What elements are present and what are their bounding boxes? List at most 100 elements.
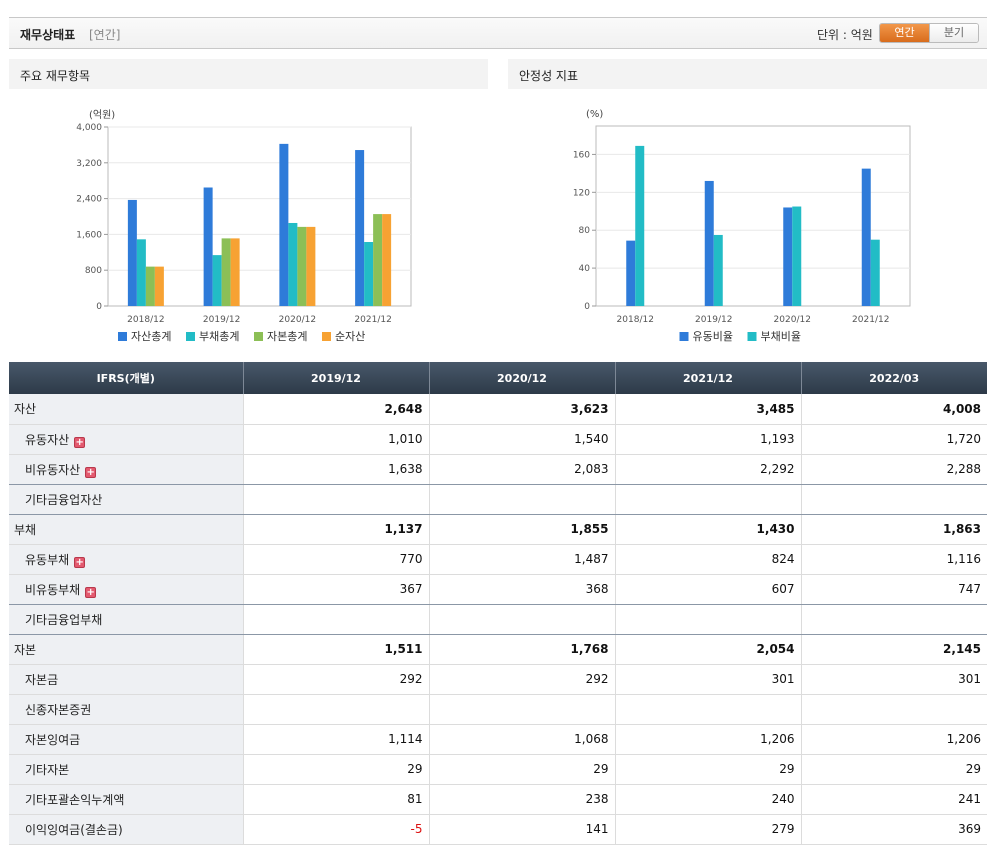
value-cell: 2,292	[614, 454, 801, 485]
value-cell: 141	[428, 814, 615, 845]
legend-swatch	[747, 332, 757, 341]
major-items-chart: 0 800 1,600 2,400 3,200 4,000 (억원) 2018/12 2019/…	[76, 109, 412, 343]
value-cell: 1,010	[242, 424, 429, 455]
plot-area	[595, 125, 911, 307]
value-cell: 1,540	[428, 424, 615, 455]
bar	[635, 145, 645, 306]
value-cell: 1,511	[242, 634, 429, 665]
row-label: 비유동자산	[25, 462, 81, 477]
annual-tab[interactable]: 연간	[880, 24, 929, 42]
value-cell: 2,083	[428, 454, 615, 485]
value-cell: 29	[428, 754, 615, 785]
bar	[136, 239, 146, 306]
value-cell	[614, 694, 801, 725]
value-cell: 241	[800, 784, 987, 815]
y-tick-label: 2,400	[76, 195, 102, 205]
row-label: 유동자산	[25, 432, 70, 447]
table-row: 비유동자산 +1,638 2,083 2,292 2,288	[9, 454, 987, 485]
value-cell: -5	[242, 814, 429, 845]
x-tick-label: 2020/12	[774, 315, 811, 325]
stability-chart: 0 40 80 120 160 (%) 2018/12 2019/12 2020/12 2021/…	[573, 109, 911, 343]
value-cell: 1,137	[242, 514, 429, 545]
bar	[382, 214, 392, 306]
legend-label: 부채비율	[761, 330, 801, 343]
column-header: 2021/12	[614, 362, 801, 394]
row-label: 자본금	[25, 672, 59, 687]
column-header: 2019/12	[242, 362, 429, 394]
expand-plus-icon[interactable]: +	[74, 436, 86, 448]
value-cell: 29	[614, 754, 801, 785]
value-cell: 824	[614, 544, 801, 575]
x-tick-label: 2021/12	[852, 315, 889, 325]
legend-label: 자산총계	[131, 330, 171, 343]
y-tick-label: 120	[573, 188, 590, 198]
period-toggle: 연간 분기	[879, 23, 979, 43]
table-header-row: IFRS(개별) 2019/12 2020/12 2021/12 2022/03	[9, 362, 987, 394]
y-tick-label: 0	[584, 302, 590, 312]
row-label-cell: 비유동자산 +	[9, 454, 243, 485]
quarter-tab[interactable]: 분기	[929, 24, 978, 42]
y-tick-label: 800	[85, 266, 102, 276]
column-header: 2022/03	[800, 362, 987, 394]
legend-label: 자본총계	[267, 330, 307, 343]
value-cell: 1,855	[428, 514, 615, 545]
legend-label: 순자산	[335, 330, 365, 343]
legend-label: 부채총계	[199, 330, 239, 343]
bar	[212, 255, 222, 306]
expand-plus-icon[interactable]: +	[85, 586, 97, 598]
table-row: 유동부채 +770 1,487 824 1,116	[9, 544, 987, 575]
value-cell: 1,114	[242, 724, 429, 755]
row-label: 비유동부채	[25, 582, 81, 597]
value-cell: 301	[800, 664, 987, 695]
value-cell: 1,487	[428, 544, 615, 575]
statement-header: 재무상태표 [연간] 단위 : 억원 연간 분기	[9, 17, 987, 49]
value-cell: 2,648	[242, 394, 429, 425]
value-cell: 3,485	[614, 394, 801, 425]
row-label: 자산	[14, 402, 37, 417]
value-cell: 1,193	[614, 424, 801, 455]
bar	[870, 239, 880, 306]
row-label-cell: 기타금융업자산	[9, 484, 243, 515]
chart-title: 주요 재무항목	[9, 59, 488, 89]
y-tick-label: 3,200	[76, 159, 102, 169]
table-row: 유동자산 +1,010 1,540 1,193 1,720	[9, 424, 987, 455]
bar	[783, 207, 793, 306]
value-cell: 2,145	[800, 634, 987, 665]
expand-plus-icon[interactable]: +	[74, 556, 86, 568]
legend-swatch	[118, 332, 127, 341]
legend-swatch	[679, 332, 689, 341]
table-row: 기타포괄손익누계액 81 238 240 241	[9, 784, 987, 815]
bar	[355, 150, 365, 306]
row-label-cell: 기타포괄손익누계액	[9, 784, 243, 815]
value-cell: 292	[242, 664, 429, 695]
value-cell	[242, 604, 429, 635]
bar	[306, 226, 316, 306]
row-label: 기타금융업부채	[25, 612, 103, 627]
bar	[297, 226, 307, 306]
row-label: 기타금융업자산	[25, 492, 103, 507]
value-cell	[800, 604, 987, 635]
value-cell: 607	[614, 574, 801, 605]
value-cell: 1,720	[800, 424, 987, 455]
x-tick-label: 2019/12	[695, 315, 732, 325]
value-cell: 279	[614, 814, 801, 845]
value-cell: 301	[614, 664, 801, 695]
legend-swatch	[254, 332, 263, 341]
value-cell: 369	[800, 814, 987, 845]
legend-swatch	[322, 332, 331, 341]
table-row: 기타금융업부채	[9, 604, 987, 635]
y-tick-label: 160	[573, 150, 590, 160]
value-cell: 29	[242, 754, 429, 785]
value-cell: 747	[800, 574, 987, 605]
y-tick-label: 0	[96, 302, 102, 312]
bar	[230, 238, 240, 306]
bar	[203, 187, 213, 306]
legend-swatch	[186, 332, 195, 341]
bar	[221, 238, 231, 306]
row-label-cell: 자본금	[9, 664, 243, 695]
stability-chart-panel: 안정성 지표 0 40 80 120 160 (%) 2018/12 2019/12 2020/…	[508, 59, 987, 359]
expand-plus-icon[interactable]: +	[85, 466, 97, 478]
bar	[373, 214, 383, 306]
legend-label: 유동비율	[693, 330, 733, 343]
bar	[626, 240, 636, 306]
